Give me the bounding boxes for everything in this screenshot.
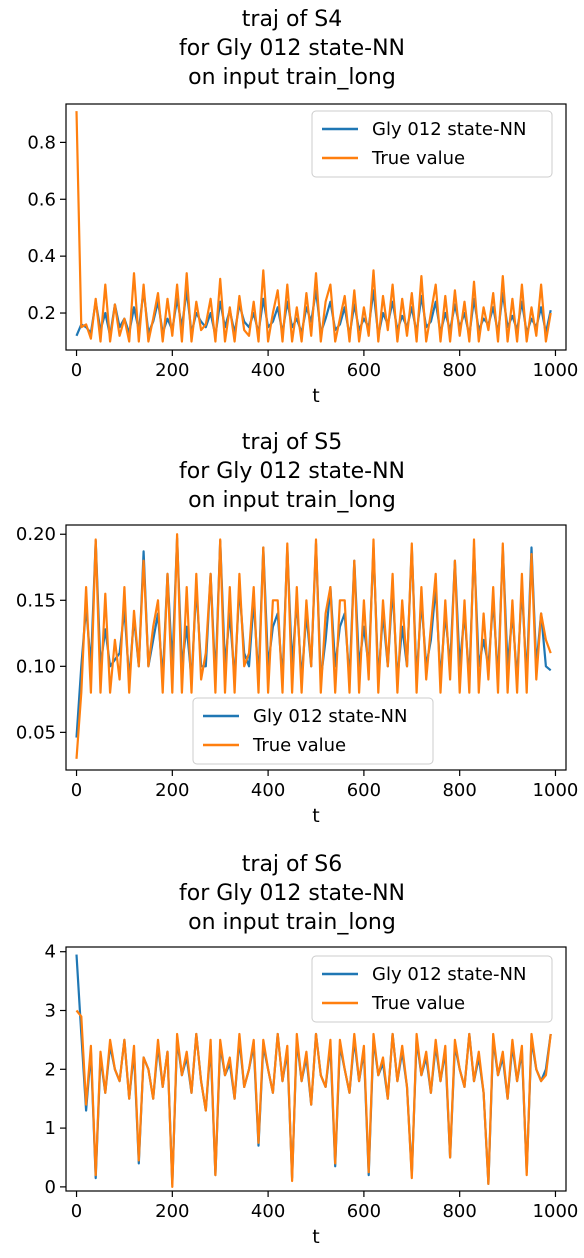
x-tick-label: 200 (155, 1201, 189, 1222)
x-tick-label: 400 (251, 780, 285, 801)
x-tick-label: 400 (251, 360, 285, 381)
x-tick-label: 600 (347, 1201, 381, 1222)
chart-title-line-2: for Gly 012 state-NN (179, 36, 405, 61)
series-group (75, 533, 552, 759)
legend-box (311, 110, 553, 178)
y-tick-label: 0.2 (27, 303, 56, 324)
axes-frame (65, 103, 567, 351)
legend-label: True value (252, 735, 346, 756)
chart-title-line-3: on input train_long (188, 65, 396, 90)
series-group (75, 111, 552, 343)
x-tick-label: 1000 (533, 780, 579, 801)
series-line-true (75, 1009, 552, 1188)
y-tick-label: 0.20 (16, 524, 56, 545)
chart-plot-s4: 0 200 400 600 800 1000 0.2 0.4 0.6 0.8 t Gly 012 st… (27, 103, 579, 407)
x-tick-label: 600 (347, 780, 381, 801)
x-tick-label: 0 (71, 1201, 82, 1222)
legend: Gly 012 state-NN True value (311, 110, 553, 178)
legend-label: Gly 012 state-NN (253, 706, 407, 727)
y-tick-label: 0.10 (16, 656, 56, 677)
chart-title-line-2: for Gly 012 state-NN (179, 881, 405, 906)
x-tick-label: 0 (71, 780, 82, 801)
legend-label: True value (371, 148, 465, 169)
y-tick-label: 0.8 (27, 132, 56, 153)
series-line-true (75, 111, 552, 343)
legend: Gly 012 state-NN True value (311, 955, 553, 1023)
chart-title-line-2: for Gly 012 state-NN (179, 459, 405, 484)
x-axis-label: t (312, 1226, 319, 1248)
x-tick-label: 400 (251, 1201, 285, 1222)
legend-label: Gly 012 state-NN (372, 119, 526, 140)
y-tick-label: 3 (45, 1000, 56, 1021)
x-axis-label: t (312, 805, 319, 827)
chart-panel-s4: traj of S4 for Gly 012 state-NN on input… (0, 0, 584, 420)
y-tick-label: 0.15 (16, 590, 56, 611)
y-tick-label: 1 (45, 1118, 56, 1139)
x-tick-label: 0 (71, 360, 82, 381)
y-tick-label: 4 (45, 942, 56, 963)
x-tick-label: 200 (155, 780, 189, 801)
series-group (75, 954, 552, 1188)
legend-label: True value (371, 993, 465, 1014)
chart-panel-s6: traj of S6 for Gly 012 state-NN on input… (0, 840, 584, 1258)
y-tick-label: 0.6 (27, 189, 56, 210)
x-tick-label: 800 (442, 1201, 476, 1222)
chart-plot-s5: 0 200 400 600 800 1000 0.05 0.10 0.15 0.20 t Gly 01… (16, 524, 579, 827)
x-tick-label: 200 (155, 360, 189, 381)
x-tick-label: 1000 (533, 1201, 579, 1222)
chart-title-line-1: traj of S4 (241, 7, 343, 32)
chart-title-line-3: on input train_long (188, 910, 396, 935)
legend: Gly 012 state-NN True value (192, 697, 434, 765)
legend-label: Gly 012 state-NN (372, 964, 526, 985)
y-tick-label: 2 (45, 1059, 56, 1080)
x-tick-label: 800 (442, 780, 476, 801)
chart-title: traj of S6 for Gly 012 state-NN on input… (0, 850, 584, 937)
x-tick-label: 800 (442, 360, 476, 381)
chart-title-line-3: on input train_long (188, 488, 396, 513)
chart-title: traj of S4 for Gly 012 state-NN on input… (0, 5, 584, 92)
y-tick-label: 0.4 (27, 246, 56, 267)
y-tick-label: 0 (45, 1177, 56, 1198)
legend-box (192, 697, 434, 765)
chart-plot-s6: 0 200 400 600 800 1000 0 1 2 3 4 t Gly 012 state-NN T… (45, 942, 579, 1248)
x-axis-label: t (312, 385, 319, 407)
chart-title: traj of S5 for Gly 012 state-NN on input… (0, 428, 584, 515)
chart-title-line-1: traj of S6 (241, 852, 343, 877)
x-tick-label: 1000 (533, 360, 579, 381)
chart-panel-s5: traj of S5 for Gly 012 state-NN on input… (0, 420, 584, 840)
legend-box (311, 955, 553, 1023)
chart-title-line-1: traj of S5 (241, 430, 343, 455)
series-line-true (75, 533, 552, 759)
y-tick-label: 0.05 (16, 722, 56, 743)
x-tick-label: 600 (347, 360, 381, 381)
axes-frame (65, 524, 567, 771)
